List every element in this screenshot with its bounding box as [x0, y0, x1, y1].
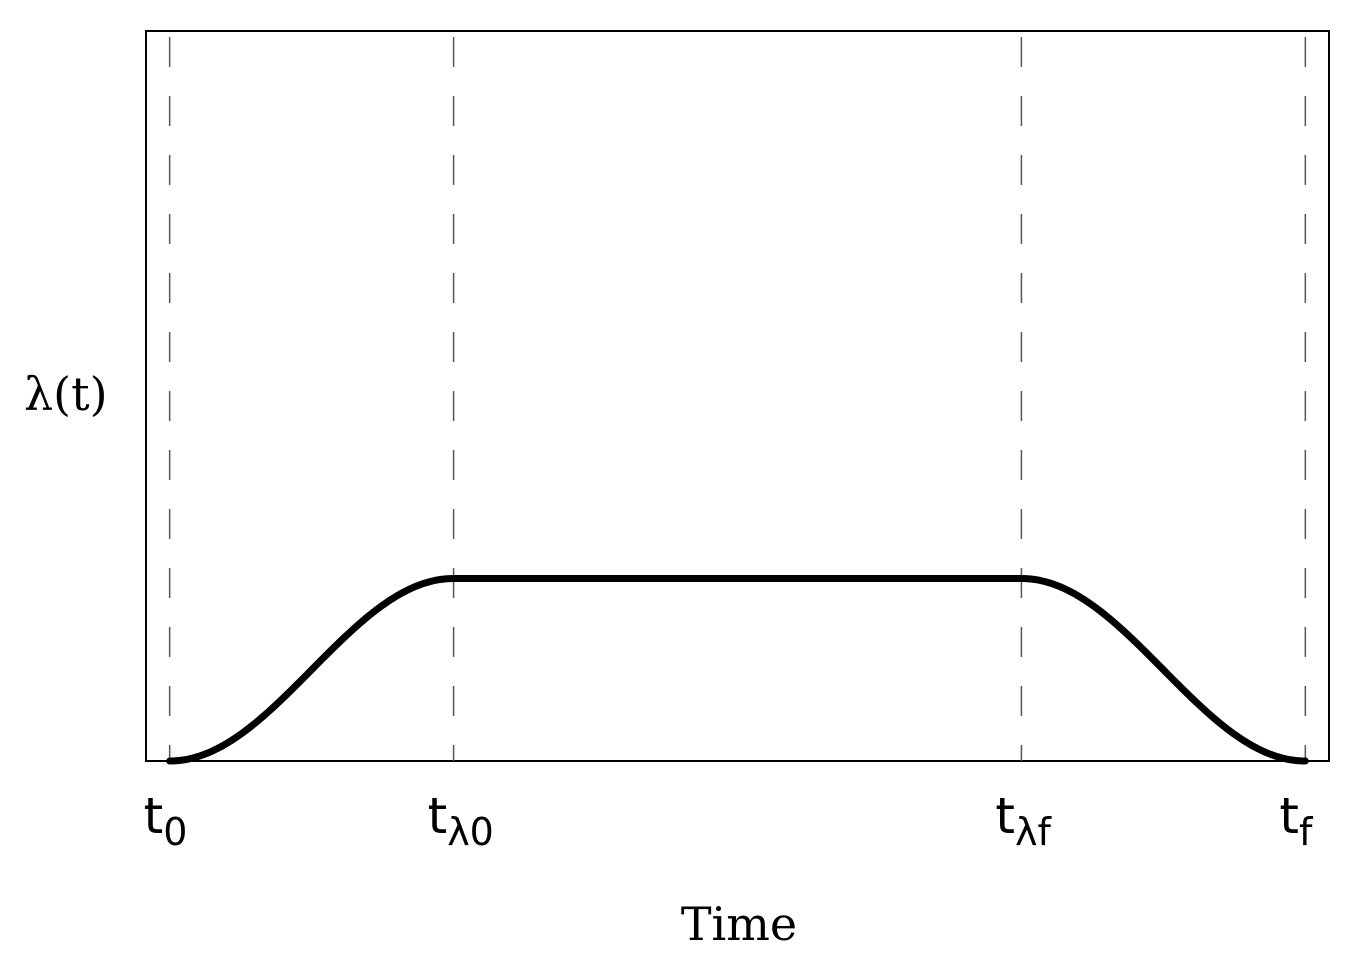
gridlines — [168, 31, 1307, 761]
y-axis-label: λ(t) — [24, 367, 108, 421]
x-axis-label: Time — [681, 897, 797, 951]
x-tick-label-0: t0 — [144, 787, 188, 854]
lambda-curve — [166, 575, 1309, 765]
x-tick-label-1: tλ0 — [428, 787, 494, 854]
x-tick-labels: t0 tλ0 tλf tf — [144, 787, 1314, 854]
x-tick-label-3: tf — [1279, 787, 1314, 854]
plot-frame — [145, 30, 1330, 762]
x-tick-label-2: tλf — [995, 787, 1052, 854]
